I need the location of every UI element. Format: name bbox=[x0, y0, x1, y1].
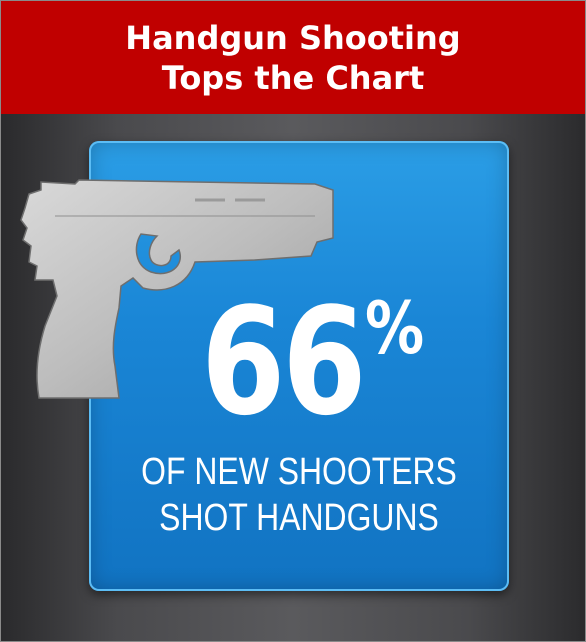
stat-caption: OF NEW SHOOTERS SHOT HANDGUNS bbox=[123, 449, 476, 541]
header-banner: Handgun Shooting Tops the Chart bbox=[1, 1, 585, 114]
title-line-1: Handgun Shooting bbox=[125, 18, 460, 58]
stat-number: 66 bbox=[201, 276, 363, 448]
stat-percentage: 66% bbox=[201, 286, 414, 436]
caption-line-2: SHOT HANDGUNS bbox=[123, 495, 476, 541]
caption-line-1: OF NEW SHOOTERS bbox=[123, 449, 476, 495]
percent-sign: % bbox=[365, 286, 424, 370]
title-line-2: Tops the Chart bbox=[162, 58, 425, 98]
